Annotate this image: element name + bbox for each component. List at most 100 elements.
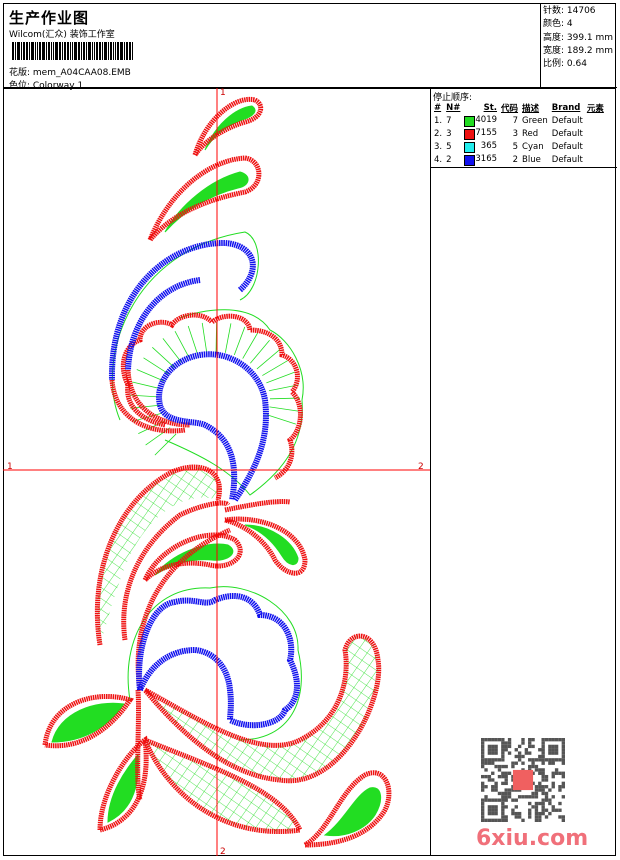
qr-module xyxy=(534,758,539,762)
stop-sequence-panel: 停止顺序: # N# St. 代码 描述 Brand 元素 1. 7 4019 … xyxy=(431,89,617,168)
red-satin-outline xyxy=(143,633,382,784)
barcode-bar xyxy=(81,42,82,60)
qr-module xyxy=(514,748,518,752)
qr-module xyxy=(484,758,488,762)
barcode-bar xyxy=(78,42,80,60)
color-desc: Blue xyxy=(522,154,541,165)
qr-module xyxy=(548,798,552,802)
qr-module xyxy=(514,805,518,809)
stitch-count: 3165 xyxy=(475,153,498,164)
qr-module xyxy=(541,754,545,759)
qr-module xyxy=(491,758,495,762)
qr-module xyxy=(497,764,502,769)
color-swatch xyxy=(464,141,476,153)
qr-module xyxy=(544,795,549,799)
qr-module xyxy=(504,795,508,799)
barcode-bar xyxy=(96,42,98,60)
needle-number: 2 xyxy=(446,154,452,165)
red-satin-outline xyxy=(224,499,291,513)
brand: Default xyxy=(551,141,583,152)
col-header: 元素 xyxy=(586,103,604,114)
barcode-bar xyxy=(46,42,47,60)
qr-module xyxy=(541,744,545,749)
qr-module xyxy=(538,781,542,786)
barcode-bar xyxy=(59,42,61,60)
qr-module xyxy=(528,815,532,819)
axis-label-bottom: 2 xyxy=(220,847,226,857)
qr-module xyxy=(481,761,485,765)
qr-module xyxy=(491,811,495,816)
qr-module xyxy=(544,808,549,812)
barcode-bar xyxy=(39,42,41,60)
qr-module xyxy=(544,815,549,819)
qr-module xyxy=(538,748,542,752)
qr-module xyxy=(524,751,529,755)
qr-module xyxy=(504,818,508,822)
qr-module xyxy=(481,818,485,822)
qr-module xyxy=(507,795,512,799)
qr-module xyxy=(487,808,492,812)
qr-module xyxy=(507,788,512,792)
qr-module xyxy=(501,764,505,769)
qr-module xyxy=(494,781,498,786)
qr-module xyxy=(534,808,539,812)
qr-module xyxy=(534,811,539,816)
qr-module xyxy=(494,798,498,802)
qr-module xyxy=(531,781,535,786)
qr-module xyxy=(487,798,492,802)
qr-module xyxy=(541,778,545,782)
red-satin-outline xyxy=(147,155,262,242)
qr-module xyxy=(501,744,505,749)
qr-module xyxy=(504,764,508,769)
red-satin-outline xyxy=(42,693,134,749)
qr-module xyxy=(528,751,532,755)
qr-module xyxy=(554,771,559,775)
qr-module xyxy=(538,815,542,819)
fill-stitch-line xyxy=(152,347,175,368)
qr-module xyxy=(521,761,525,765)
qr-module xyxy=(481,744,485,749)
color-code: 5 xyxy=(512,141,519,152)
qr-module xyxy=(541,748,545,752)
qr-module xyxy=(561,774,565,779)
table-row: 2. 3 7155 3 Red Default xyxy=(432,127,606,140)
qr-module xyxy=(517,788,522,792)
page-frame xyxy=(3,3,616,856)
qr-module xyxy=(494,744,498,749)
fill-stitch-line xyxy=(269,406,300,412)
qr-module xyxy=(514,811,518,816)
axis-label-right: 2 xyxy=(418,462,424,472)
qr-module xyxy=(481,788,485,792)
qr-module xyxy=(504,771,508,775)
qr-module xyxy=(494,808,498,812)
qr-module xyxy=(501,751,505,755)
axis-label-top: 1 xyxy=(220,88,226,98)
qr-module xyxy=(521,795,525,799)
blue-satin xyxy=(108,239,256,381)
fill-stitch-line xyxy=(174,330,190,358)
qr-module xyxy=(514,761,518,765)
table-row: 4. 2 3165 2 Blue Default xyxy=(432,153,606,166)
qr-module xyxy=(481,751,485,755)
qr-module xyxy=(531,761,535,765)
qr-module xyxy=(551,748,555,752)
qr-module xyxy=(487,758,492,762)
qr-module xyxy=(531,744,535,749)
red-satin-outline xyxy=(303,770,392,848)
red-satin-outline xyxy=(125,369,191,428)
qr-module xyxy=(511,764,515,769)
qr-module xyxy=(541,751,545,755)
qr-module xyxy=(517,744,522,749)
qr-module xyxy=(548,748,552,752)
barcode-bar xyxy=(113,42,114,60)
qr-module xyxy=(487,818,492,822)
qr-module xyxy=(501,808,505,812)
qr-module xyxy=(511,778,515,782)
barcode-bar xyxy=(29,42,30,60)
qr-module xyxy=(501,748,505,752)
red-satin-outline xyxy=(94,464,222,646)
qr-module xyxy=(481,811,485,816)
red-satin-outline xyxy=(120,312,303,481)
green-fill xyxy=(323,787,382,837)
